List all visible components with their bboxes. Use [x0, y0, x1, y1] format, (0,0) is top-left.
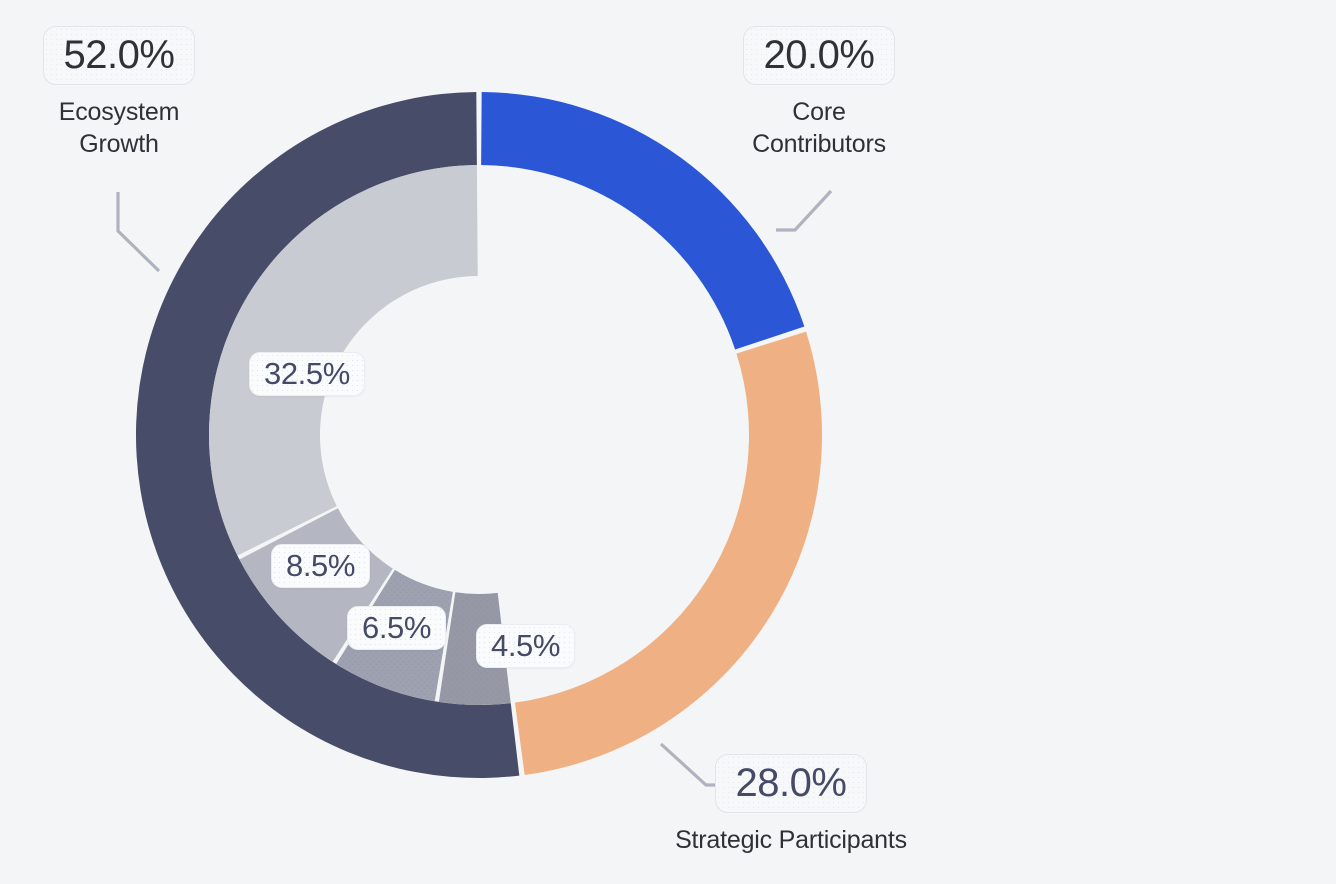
outer-ring — [135, 92, 822, 778]
strategic-participants-value-badge: 28.0% — [714, 754, 868, 813]
inner-value-pill-1[interactable]: 32.5% — [249, 352, 365, 396]
outer-slice-2[interactable] — [514, 331, 822, 775]
core-contributors-value-badge: 20.0% — [742, 26, 896, 85]
ecosystem-growth-value-badge: 52.0% — [42, 26, 196, 85]
callout-ecosystem-growth[interactable]: 52.0% Ecosystem Growth — [31, 26, 207, 160]
core-contributors-label: Core Contributors — [752, 98, 886, 158]
outer-slice-1[interactable] — [481, 92, 805, 350]
callout-strategic-participants[interactable]: 28.0% Strategic Participants — [665, 754, 917, 856]
inner-value-pill-2[interactable]: 8.5% — [271, 544, 371, 588]
leader-line-core-contributors — [776, 189, 833, 232]
inner-value-pill-4[interactable]: 4.5% — [476, 624, 576, 668]
strategic-participants-label: Strategic Participants — [675, 826, 907, 854]
inner-value-pill-3[interactable]: 6.5% — [347, 606, 447, 650]
inner-slice-4-texture — [438, 592, 511, 706]
leader-line-ecosystem-growth — [116, 192, 161, 273]
outer-slice-3[interactable] — [135, 92, 520, 778]
ecosystem-growth-label: Ecosystem Growth — [58, 98, 180, 158]
inner-slice-1[interactable] — [209, 165, 478, 556]
callout-core-contributors[interactable]: 20.0% Core Contributors — [731, 26, 907, 160]
